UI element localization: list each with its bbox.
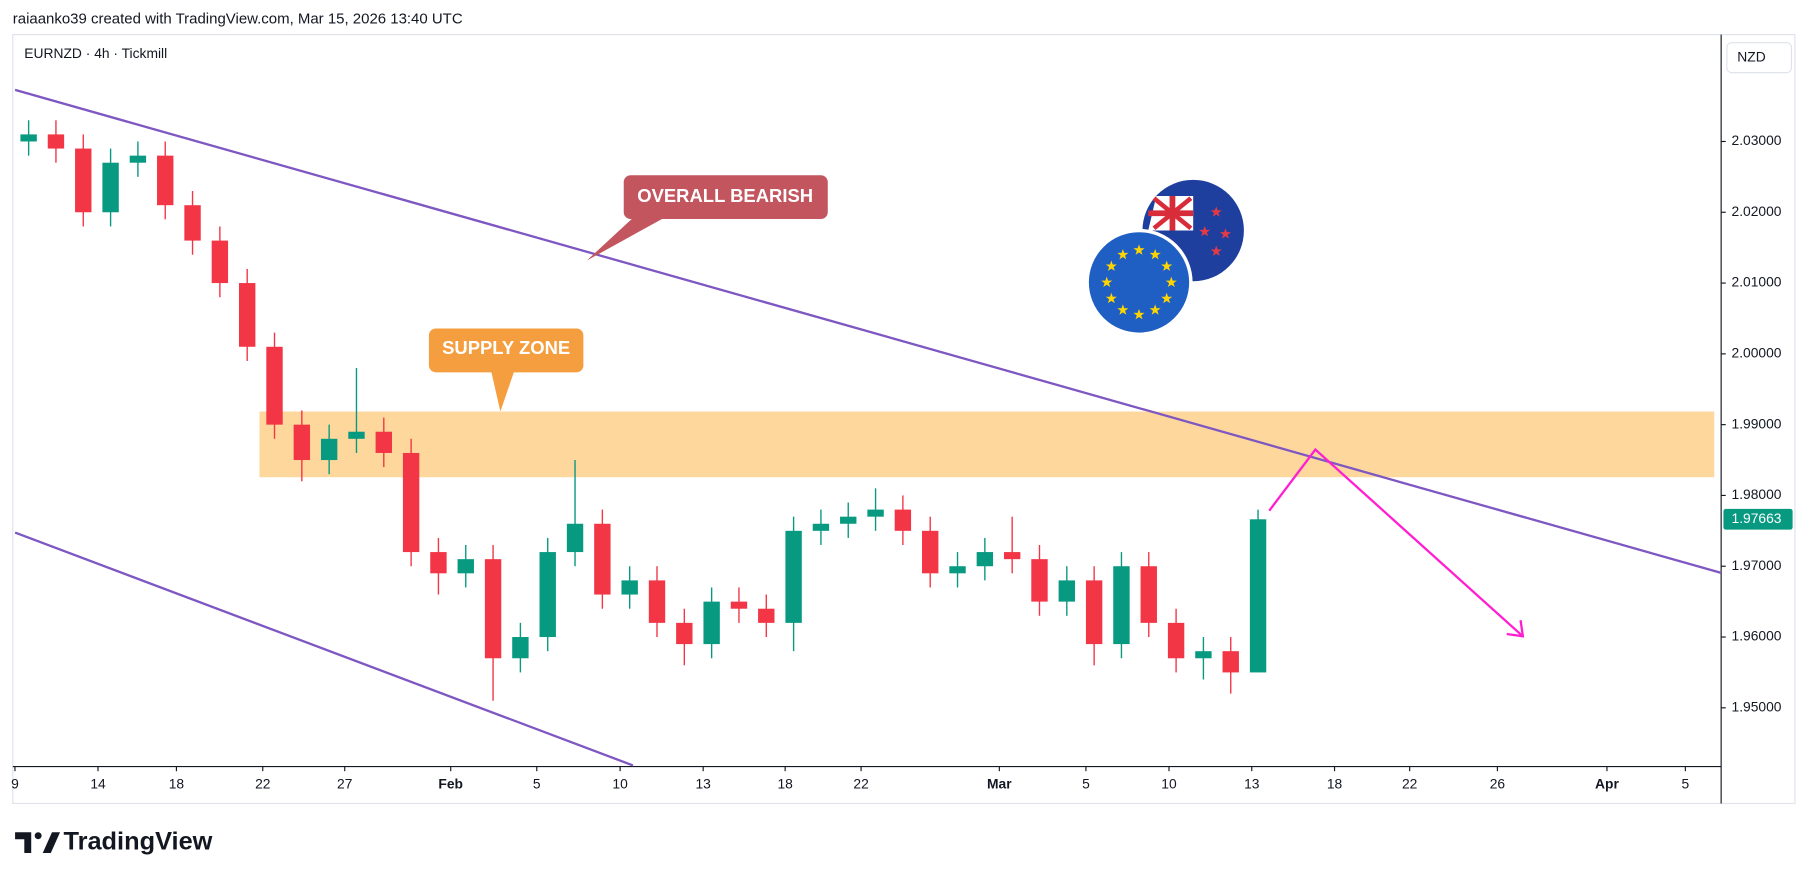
- currency-box: [1726, 42, 1793, 74]
- candle-body: [894, 509, 912, 531]
- candle-body: [457, 559, 474, 574]
- x-tick-label: Apr: [1595, 776, 1619, 792]
- last-price-badge: [1723, 508, 1793, 530]
- candle-body: [1031, 559, 1048, 602]
- y-tick-label: 1.96000: [1732, 628, 1782, 644]
- candle-body: [539, 552, 556, 638]
- projection-arrow: [1268, 447, 1524, 638]
- candle-body: [922, 530, 939, 574]
- candle-body: [238, 283, 256, 347]
- candle-body: [1085, 580, 1103, 645]
- candle-body: [1113, 566, 1130, 645]
- y-tick-label: 2.01000: [1732, 274, 1782, 290]
- x-tick-label: Feb: [438, 776, 463, 792]
- brand-name: TradingView: [63, 827, 212, 855]
- callout-text: OVERALL BEARISH: [637, 185, 813, 206]
- y-tick-label: 2.02000: [1732, 203, 1782, 219]
- x-tick-label: 26: [1490, 776, 1506, 792]
- candle-body: [20, 134, 37, 142]
- candle-body: [402, 452, 420, 553]
- candle-body: [1195, 651, 1212, 659]
- candles: [20, 120, 1267, 701]
- candle-body: [1140, 566, 1157, 623]
- candle-body: [730, 601, 748, 609]
- candle-body: [211, 240, 229, 284]
- candle-body: [320, 438, 338, 461]
- candle-body: [1058, 580, 1076, 602]
- x-tick-label: 10: [1161, 776, 1177, 792]
- eur-flag: [1085, 228, 1193, 337]
- x-tick-label: 9: [11, 776, 19, 792]
- candle-body: [184, 205, 201, 241]
- y-tick-label: 1.95000: [1732, 698, 1782, 714]
- candle-body: [840, 516, 857, 524]
- header-text: raiaanko39 created with TradingView.com,…: [13, 11, 463, 28]
- x-tick-label: 27: [337, 776, 352, 792]
- candle-body: [1167, 622, 1185, 659]
- candle-body: [758, 608, 775, 623]
- x-tick-label: 22: [255, 776, 270, 792]
- currency-label: NZD: [1737, 48, 1765, 64]
- y-tick-label: 1.98000: [1732, 486, 1782, 502]
- candle-body: [676, 622, 693, 645]
- x-tick-label: 5: [533, 776, 541, 792]
- candle-body: [102, 162, 119, 213]
- candle-body: [129, 155, 147, 163]
- x-tick-label: 18: [777, 776, 793, 792]
- x-tick-label: Mar: [987, 776, 1012, 792]
- callout-text: SUPPLY ZONE: [442, 337, 570, 358]
- candle-body: [512, 637, 529, 659]
- x-tick-label: 13: [695, 776, 711, 792]
- supply-callout: [428, 328, 584, 373]
- candle-body: [430, 552, 447, 574]
- candle-body: [594, 523, 611, 595]
- arrow-head: [1506, 620, 1525, 638]
- supply-zone: [259, 411, 1715, 478]
- x-tick-label: 14: [90, 776, 106, 792]
- x-tick-label: 22: [1402, 776, 1417, 792]
- axes: 1.95000 1.96000 1.97000 1.98000 1.99000 2.000…: [11, 132, 1793, 792]
- candle-body: [621, 580, 638, 595]
- candle-body: [976, 552, 994, 567]
- candle-body: [157, 155, 174, 206]
- x-tick-label: 5: [1082, 776, 1090, 792]
- bearish-callout: [623, 175, 828, 220]
- candle-body: [703, 601, 720, 645]
- y-tick-label: 1.99000: [1732, 415, 1782, 431]
- candle-body: [867, 509, 884, 517]
- x-tick-label: 13: [1244, 776, 1260, 792]
- lower-trendline: [14, 531, 634, 767]
- y-tick-label: 2.03000: [1732, 132, 1782, 148]
- candle-body: [949, 566, 966, 574]
- x-tick-label: 10: [612, 776, 628, 792]
- candle-body: [1222, 651, 1239, 673]
- candle-body: [484, 559, 502, 659]
- candle-body: [1249, 519, 1267, 673]
- candle-body: [75, 148, 92, 213]
- candle-body: [293, 424, 311, 461]
- callout-pointer: [491, 371, 515, 412]
- candle-body: [375, 431, 392, 453]
- x-tick-label: 18: [1327, 776, 1343, 792]
- candle-body: [47, 134, 65, 149]
- brand-logo: [15, 832, 61, 854]
- x-tick-label: 18: [169, 776, 185, 792]
- candle-body: [785, 530, 802, 623]
- candle-body: [812, 523, 830, 531]
- x-tick-label: 22: [853, 776, 868, 792]
- y-tick-label: 1.97000: [1732, 557, 1782, 573]
- x-tick-label: 5: [1681, 776, 1689, 792]
- last-price-label: 1.97663: [1732, 510, 1782, 526]
- candle-body: [266, 346, 283, 425]
- upper-trendline: [14, 88, 1722, 575]
- candle-body: [648, 580, 666, 623]
- y-tick-label: 2.00000: [1732, 345, 1782, 361]
- symbol-legend: EURNZD · 4h · Tickmill: [24, 45, 167, 61]
- candle-body: [1003, 552, 1021, 560]
- candle-body: [348, 431, 365, 439]
- candle-body: [566, 523, 584, 553]
